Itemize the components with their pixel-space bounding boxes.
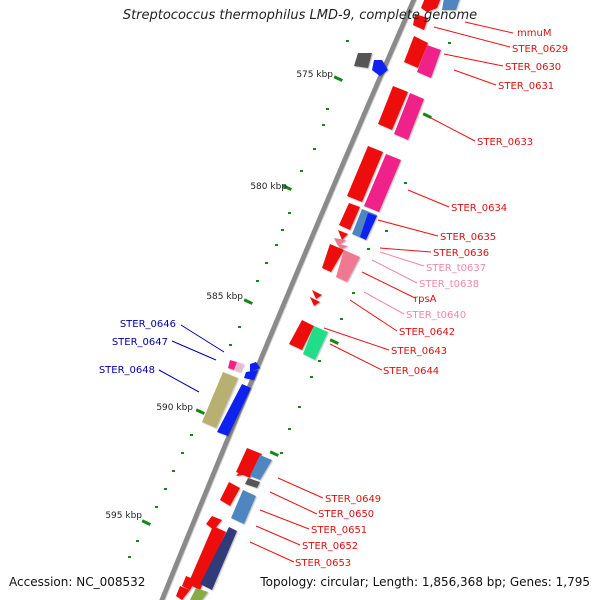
label-ster-0644[interactable]: STER_0644 [383, 366, 439, 377]
feature-0630 [404, 36, 428, 68]
feature-0633b [394, 93, 424, 140]
label-ster-t0640[interactable]: STER_t0640 [406, 310, 466, 321]
feature-0648a [202, 372, 238, 428]
label-ster-0652[interactable]: STER_0652 [302, 541, 358, 552]
feature-0647a [250, 362, 260, 372]
label-ster-0648[interactable]: STER_0648 [99, 365, 155, 376]
scale-label-595: 595 kbp [105, 511, 142, 521]
label-ster-0629[interactable]: STER_0629 [512, 44, 568, 55]
feature-0649b [250, 455, 272, 480]
label-ster-0651[interactable]: STER_0651 [311, 525, 367, 536]
scale-label-590: 590 kbp [156, 403, 193, 413]
right-leader-lines-pink [363, 251, 425, 315]
feature-0652 [206, 516, 222, 530]
label-ster-0631[interactable]: STER_0631 [498, 81, 554, 92]
feature-0651b [231, 490, 256, 524]
feature-0643a [289, 320, 314, 350]
feature-575-blue [372, 60, 388, 76]
label-ster-0636[interactable]: STER_0636 [433, 248, 489, 259]
feature-end-c [190, 588, 208, 600]
feature-0629 [413, 14, 428, 30]
feature-0636 [338, 230, 348, 240]
right-leader-lines [249, 21, 514, 563]
feature-0646a [228, 360, 237, 370]
accession-text: Accession: NC_008532 [9, 575, 146, 589]
label-ster-t0637[interactable]: STER_t0637 [426, 263, 486, 274]
map-title: Streptococcus thermophilus LMD-9, comple… [122, 8, 478, 23]
feature-0631 [417, 45, 441, 78]
right-strand-features [176, 0, 460, 600]
feature-0642 [310, 297, 320, 306]
left-strand-features [202, 53, 388, 436]
scale-label-585: 585 kbp [206, 292, 243, 302]
label-ster-0635[interactable]: STER_0635 [440, 232, 496, 243]
label-ster-0643[interactable]: STER_0643 [391, 346, 447, 357]
label-ster-0630[interactable]: STER_0630 [505, 62, 561, 73]
scale-label-580: 580 kbp [250, 182, 287, 192]
feature-end-a [182, 576, 196, 590]
feature-0647b [244, 370, 258, 380]
label-ster-0633[interactable]: STER_0633 [477, 137, 533, 148]
feature-0643b [303, 326, 328, 360]
feature-0634b [364, 154, 401, 212]
feature-0651a [220, 482, 240, 506]
scale-label-575: 575 kbp [296, 70, 333, 80]
feature-rpsA-a [322, 244, 344, 272]
label-ster-0649[interactable]: STER_0649 [325, 494, 381, 505]
feature-0653a [188, 526, 226, 590]
label-ster-0650[interactable]: STER_0650 [318, 509, 374, 520]
label-ster-t0638[interactable]: STER_t0638 [419, 279, 479, 290]
feature-end-b [176, 586, 190, 600]
feature-0650 [245, 478, 260, 488]
label-ster-0634[interactable]: STER_0634 [451, 203, 507, 214]
feature-t0640 [312, 290, 322, 299]
label-ster-0642[interactable]: STER_0642 [399, 327, 455, 338]
feature-rpsA-b [336, 250, 360, 282]
feature-mmuM [421, 0, 441, 12]
label-ster-0647[interactable]: STER_0647 [112, 337, 168, 348]
feature-575-gray [354, 53, 372, 68]
label-mmuM[interactable]: mmuM [517, 28, 551, 39]
feature-0633a [378, 86, 408, 130]
feature-0653b [200, 527, 237, 590]
feature-mmuM-2 [442, 0, 460, 10]
feature-0646b [234, 362, 244, 372]
label-ster-0646[interactable]: STER_0646 [120, 319, 176, 330]
genome-backbone-highlight [164, 0, 418, 600]
tick-marks [128, 40, 451, 558]
feature-0635a [339, 203, 360, 230]
label-rpsA[interactable]: rpsA [414, 294, 437, 305]
left-leader-lines [158, 324, 225, 393]
feature-0649c [236, 468, 250, 476]
feature-0634a [347, 146, 383, 202]
feature-t0637 [334, 238, 346, 246]
feature-0648b [217, 384, 251, 436]
topology-text: Topology: circular; Length: 1,856,368 bp… [260, 575, 590, 589]
feature-0635c [360, 213, 377, 240]
label-ster-0653[interactable]: STER_0653 [295, 558, 351, 569]
